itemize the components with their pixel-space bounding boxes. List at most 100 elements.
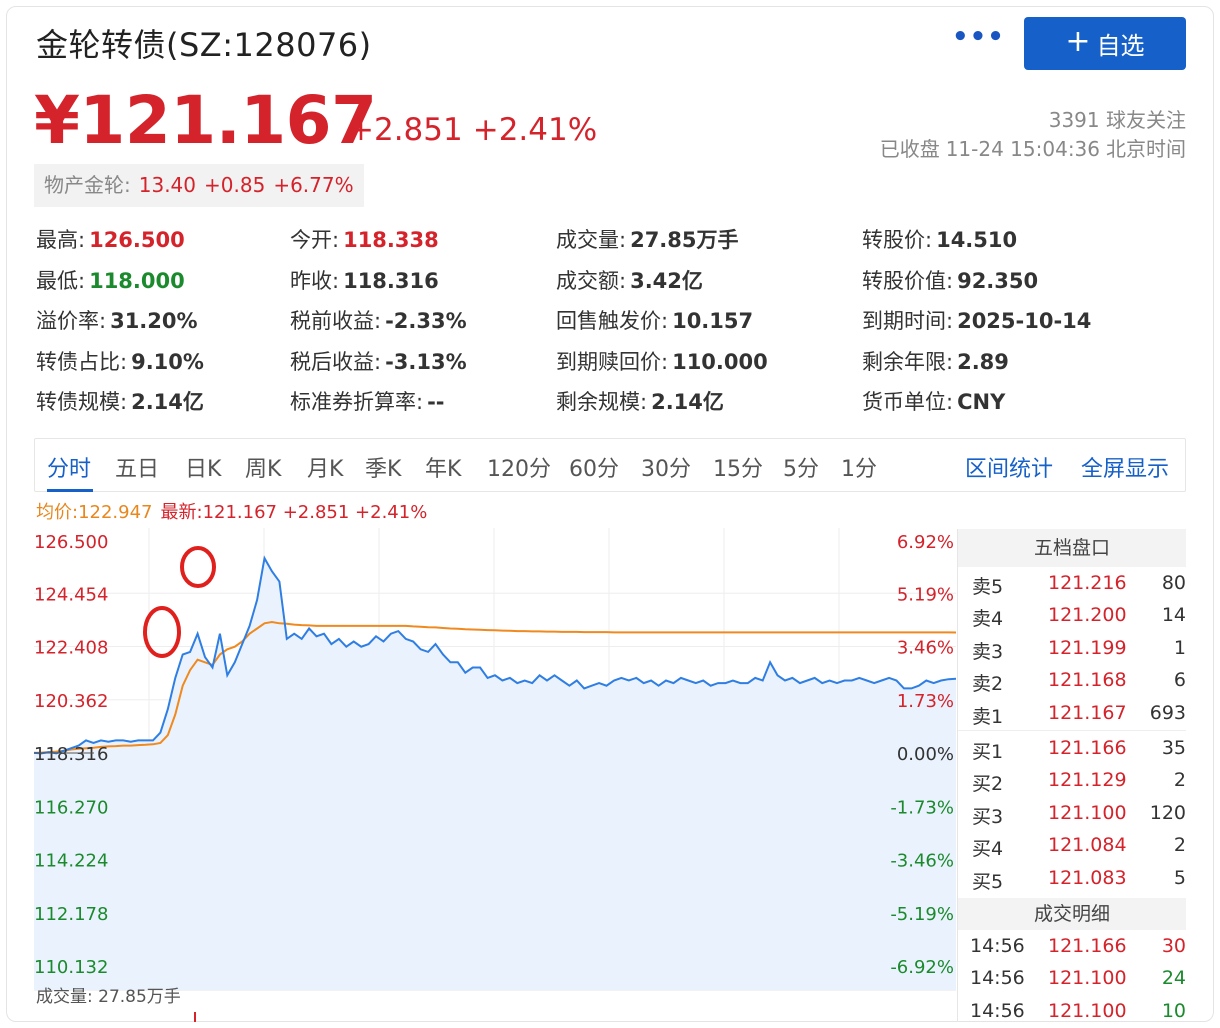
tab-2[interactable]: 日K bbox=[185, 457, 222, 482]
quote-value: 92.350 bbox=[957, 268, 1039, 293]
order-label: 卖1 bbox=[972, 705, 1004, 728]
order-label: 买5 bbox=[972, 870, 1004, 893]
order-qty: 14 bbox=[1161, 604, 1186, 627]
current-price: ¥121.167 bbox=[34, 82, 377, 159]
quote-value: -2.33% bbox=[385, 309, 467, 334]
quote-value: 2.14亿 bbox=[131, 390, 204, 415]
tab-9[interactable]: 30分 bbox=[641, 457, 691, 482]
tab-1[interactable]: 五日 bbox=[115, 457, 160, 482]
tab-4[interactable]: 月K bbox=[307, 457, 344, 482]
quote-item: 剩余规模: 2.14亿 bbox=[556, 386, 724, 416]
quote-value: 27.85万手 bbox=[630, 228, 739, 252]
quote-table: 最高: 126.500 今开: 118.338 成交量: 27.85万手 转股价: 14.51… bbox=[36, 222, 1196, 425]
quote-row: 转债规模: 2.14亿 标准券折算率: -- 剩余规模: 2.14亿 货币单位: CNY bbox=[36, 384, 1196, 425]
avg-price-legend: 均价:122.947 bbox=[36, 502, 153, 523]
order-qty: 6 bbox=[1173, 669, 1186, 692]
quote-key: 成交量: bbox=[556, 228, 627, 252]
fullscreen-button[interactable]: 全屏显示 bbox=[1081, 457, 1170, 482]
quote-key: 标准券折算率: bbox=[290, 390, 424, 415]
quote-value: 3.42亿 bbox=[630, 268, 703, 293]
price-change-value: +2.851 bbox=[348, 112, 463, 148]
add-watchlist-button[interactable]: + 自选 bbox=[1024, 17, 1186, 70]
ask-row: 卖5 121.216 80 bbox=[958, 567, 1186, 599]
quote-row: 转债占比: 9.10% 税后收益: -3.13% 到期赎回价: 110.000 剩余年限: 2… bbox=[36, 344, 1196, 385]
underlying-change-pct: +6.77% bbox=[273, 173, 354, 197]
tab-8[interactable]: 60分 bbox=[569, 457, 619, 482]
ask-row: 卖4 121.200 14 bbox=[958, 599, 1186, 631]
bid-row: 买5 121.083 5 bbox=[958, 862, 1186, 894]
quote-key: 税前收益: bbox=[290, 309, 382, 334]
order-qty: 693 bbox=[1149, 701, 1186, 724]
y-axis-label-left: 124.454 bbox=[34, 584, 108, 605]
order-qty: 5 bbox=[1173, 866, 1186, 889]
chart-legend: 均价:122.947 最新:121.167 +2.851 +2.41% bbox=[36, 498, 427, 524]
y-axis-label-right: 5.19% bbox=[897, 584, 954, 605]
order-book-divider bbox=[958, 729, 1186, 731]
quote-item: 税后收益: -3.13% bbox=[290, 346, 467, 376]
order-label: 买4 bbox=[972, 838, 1004, 861]
tab-5[interactable]: 季K bbox=[365, 457, 402, 482]
quote-value: 14.510 bbox=[936, 228, 1018, 252]
trade-row: 14:56 121.166 30 bbox=[958, 930, 1186, 962]
y-axis-label-right: -5.19% bbox=[890, 904, 954, 925]
latest-price-legend: 最新:121.167 +2.851 +2.41% bbox=[160, 502, 428, 523]
order-price: 121.167 bbox=[1048, 701, 1127, 724]
underlying-label: 物产金轮: bbox=[44, 173, 131, 197]
market-status: 已收盘 11-24 15:04:36 北京时间 bbox=[874, 133, 1186, 162]
order-qty: 35 bbox=[1161, 736, 1186, 759]
quote-item: 到期时间: 2025-10-14 bbox=[862, 305, 1091, 335]
underlying-stock[interactable]: 物产金轮: 13.40 +0.85 +6.77% bbox=[34, 164, 364, 207]
quote-value: 2.89 bbox=[957, 349, 1009, 374]
volume-label: 成交量: 27.85万手 bbox=[36, 987, 181, 1007]
trade-price: 121.100 bbox=[1048, 999, 1127, 1022]
ask-list: 卖5 121.216 80 卖4 121.200 14 卖3 121.199 1 卖2 121.16… bbox=[958, 567, 1186, 729]
more-icon[interactable]: ••• bbox=[952, 22, 1005, 52]
order-label: 卖3 bbox=[972, 640, 1004, 663]
tab-10[interactable]: 15分 bbox=[713, 457, 763, 482]
ask-row: 卖3 121.199 1 bbox=[958, 632, 1186, 664]
tab-11[interactable]: 5分 bbox=[783, 457, 819, 482]
quote-key: 转债占比: bbox=[36, 349, 128, 374]
quote-value: 126.500 bbox=[89, 228, 185, 252]
tab-0[interactable]: 分时 bbox=[47, 457, 92, 482]
order-label: 卖4 bbox=[972, 608, 1004, 631]
quote-value: 9.10% bbox=[131, 349, 204, 374]
order-qty: 120 bbox=[1149, 801, 1186, 824]
quote-item: 成交量: 27.85万手 bbox=[556, 224, 739, 254]
highlight-circle bbox=[143, 606, 181, 658]
y-axis-label-right: 3.46% bbox=[897, 638, 954, 659]
follower-count[interactable]: 3391 球友关注 bbox=[1048, 108, 1186, 132]
quote-row: 溢价率: 31.20% 税前收益: -2.33% 回售触发价: 10.157 到期时间: 20… bbox=[36, 303, 1196, 344]
quote-item: 最高: 126.500 bbox=[36, 224, 185, 254]
quote-key: 昨收: bbox=[290, 268, 340, 293]
bid-list: 买1 121.166 35 买2 121.129 2 买3 121.100 120 买4 121.0… bbox=[958, 732, 1186, 894]
order-book-title: 五档盘口 bbox=[958, 529, 1186, 567]
quote-item: 最低: 118.000 bbox=[36, 265, 185, 295]
price-line bbox=[34, 555, 956, 755]
quote-key: 转股价值: bbox=[862, 268, 954, 293]
order-price: 121.129 bbox=[1048, 769, 1127, 792]
tab-7[interactable]: 120分 bbox=[487, 457, 551, 482]
bid-row: 买1 121.166 35 bbox=[958, 732, 1186, 764]
y-axis-label-left: 112.178 bbox=[34, 904, 108, 925]
quote-item: 转股价值: 92.350 bbox=[862, 265, 1038, 295]
y-axis-label-left: 110.132 bbox=[34, 957, 108, 978]
y-axis-label-right: -6.92% bbox=[890, 957, 954, 978]
quote-key: 回售触发价: bbox=[556, 309, 669, 334]
range-stats-button[interactable]: 区间统计 bbox=[965, 457, 1054, 482]
price-change: +2.851 +2.41% bbox=[348, 112, 607, 148]
order-qty: 2 bbox=[1173, 769, 1186, 792]
trade-qty: 10 bbox=[1161, 999, 1186, 1022]
quote-item: 转债占比: 9.10% bbox=[36, 346, 204, 376]
order-label: 买2 bbox=[972, 773, 1004, 796]
tab-6[interactable]: 年K bbox=[425, 457, 462, 482]
y-axis-label-left: 114.224 bbox=[34, 851, 108, 872]
y-axis-label-left: 118.316 bbox=[34, 744, 108, 765]
y-axis-label-right: 1.73% bbox=[897, 691, 954, 712]
tab-3[interactable]: 周K bbox=[245, 457, 282, 482]
intraday-chart[interactable]: 雪球126.5006.92%124.4545.19%122.4083.46%12… bbox=[34, 528, 956, 1022]
order-price: 121.168 bbox=[1048, 669, 1127, 692]
trade-row: 14:56 121.100 24 bbox=[958, 962, 1186, 994]
tab-12[interactable]: 1分 bbox=[841, 457, 877, 482]
quote-key: 到期赎回价: bbox=[556, 349, 669, 374]
